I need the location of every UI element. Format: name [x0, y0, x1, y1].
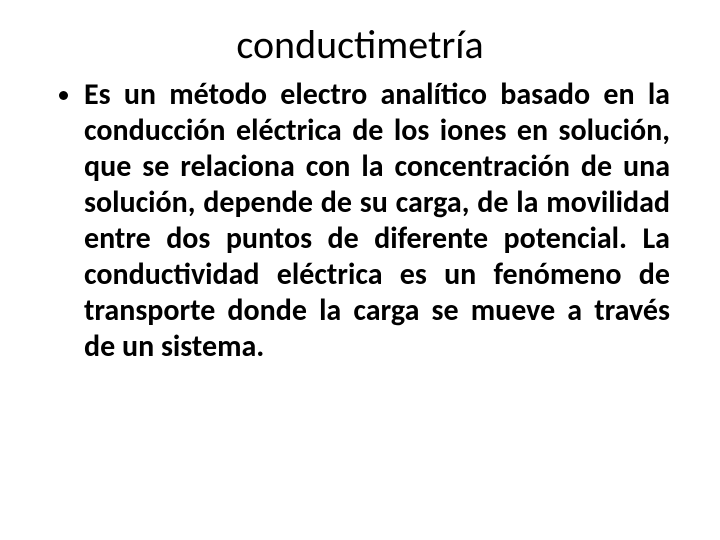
slide-title: conductimetría: [50, 20, 670, 69]
slide: conductimetría Es un método electro anal…: [0, 0, 720, 540]
slide-body: Es un método electro analítico basado en…: [50, 77, 670, 365]
bullet-item: Es un método electro analítico basado en…: [84, 77, 670, 365]
